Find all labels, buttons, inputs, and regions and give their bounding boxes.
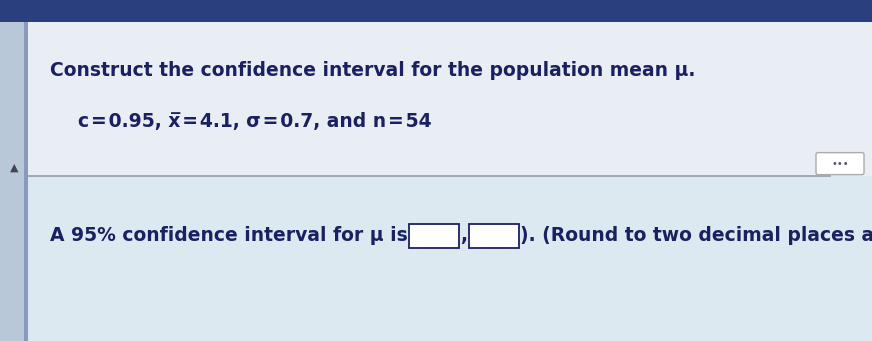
FancyBboxPatch shape [469, 224, 519, 248]
Bar [0, 22, 28, 341]
Text: ▲: ▲ [10, 163, 18, 173]
Text: ,: , [460, 226, 467, 245]
FancyBboxPatch shape [816, 153, 864, 175]
Text: A 95% confidence interval for μ is (: A 95% confidence interval for μ is ( [50, 226, 423, 245]
Bar [28, 22, 872, 176]
Bar [0, 0, 872, 22]
Text: Construct the confidence interval for the population mean μ.: Construct the confidence interval for th… [50, 60, 695, 79]
Text: •••: ••• [831, 159, 848, 168]
Text: ). (Round to two decimal places as needed.): ). (Round to two decimal places as neede… [520, 226, 872, 245]
Bar [28, 176, 872, 341]
Text: c = 0.95, x̅ = 4.1, σ = 0.7, and n = 54: c = 0.95, x̅ = 4.1, σ = 0.7, and n = 54 [78, 113, 432, 132]
FancyBboxPatch shape [409, 224, 459, 248]
Bar [24, 22, 28, 341]
